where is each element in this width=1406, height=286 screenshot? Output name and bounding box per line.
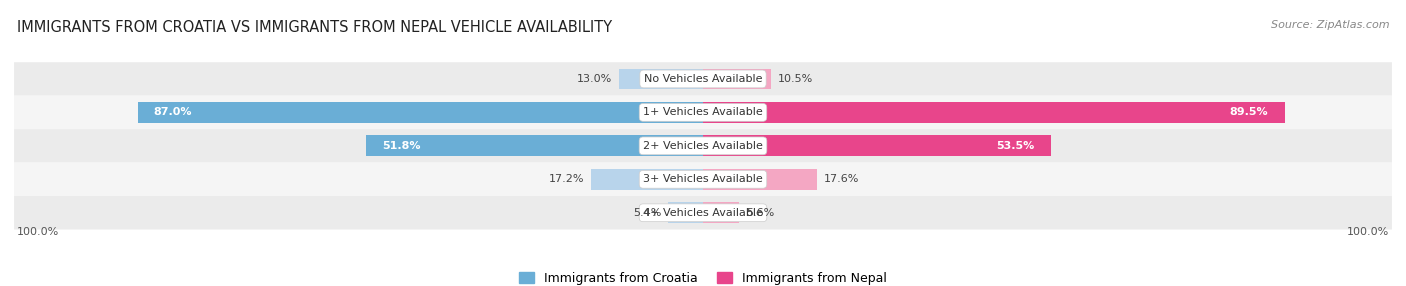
FancyBboxPatch shape [14, 62, 1392, 96]
Text: 13.0%: 13.0% [576, 74, 612, 84]
Bar [703, 102, 1285, 123]
Text: 89.5%: 89.5% [1230, 108, 1268, 118]
Text: IMMIGRANTS FROM CROATIA VS IMMIGRANTS FROM NEPAL VEHICLE AVAILABILITY: IMMIGRANTS FROM CROATIA VS IMMIGRANTS FR… [17, 20, 612, 35]
Text: 100.0%: 100.0% [1347, 227, 1389, 237]
Text: 17.2%: 17.2% [550, 174, 585, 184]
Bar [703, 69, 772, 89]
FancyBboxPatch shape [14, 96, 1392, 129]
Text: 3+ Vehicles Available: 3+ Vehicles Available [643, 174, 763, 184]
Bar [703, 202, 740, 223]
Text: 10.5%: 10.5% [778, 74, 813, 84]
Bar [138, 102, 703, 123]
Legend: Immigrants from Croatia, Immigrants from Nepal: Immigrants from Croatia, Immigrants from… [519, 272, 887, 285]
FancyBboxPatch shape [14, 162, 1392, 196]
Text: Source: ZipAtlas.com: Source: ZipAtlas.com [1271, 20, 1389, 30]
Text: 4+ Vehicles Available: 4+ Vehicles Available [643, 208, 763, 218]
Text: 5.4%: 5.4% [633, 208, 661, 218]
Bar [591, 169, 703, 190]
Text: 17.6%: 17.6% [824, 174, 859, 184]
FancyBboxPatch shape [14, 129, 1392, 162]
Bar [619, 69, 703, 89]
Bar [703, 169, 817, 190]
Bar [668, 202, 703, 223]
Text: 53.5%: 53.5% [997, 141, 1035, 151]
Text: 100.0%: 100.0% [17, 227, 59, 237]
Bar [367, 136, 703, 156]
Bar [703, 136, 1050, 156]
Text: 87.0%: 87.0% [153, 108, 193, 118]
Text: 2+ Vehicles Available: 2+ Vehicles Available [643, 141, 763, 151]
Text: 5.6%: 5.6% [747, 208, 775, 218]
Text: 1+ Vehicles Available: 1+ Vehicles Available [643, 108, 763, 118]
Text: No Vehicles Available: No Vehicles Available [644, 74, 762, 84]
FancyBboxPatch shape [14, 196, 1392, 229]
Text: 51.8%: 51.8% [382, 141, 420, 151]
